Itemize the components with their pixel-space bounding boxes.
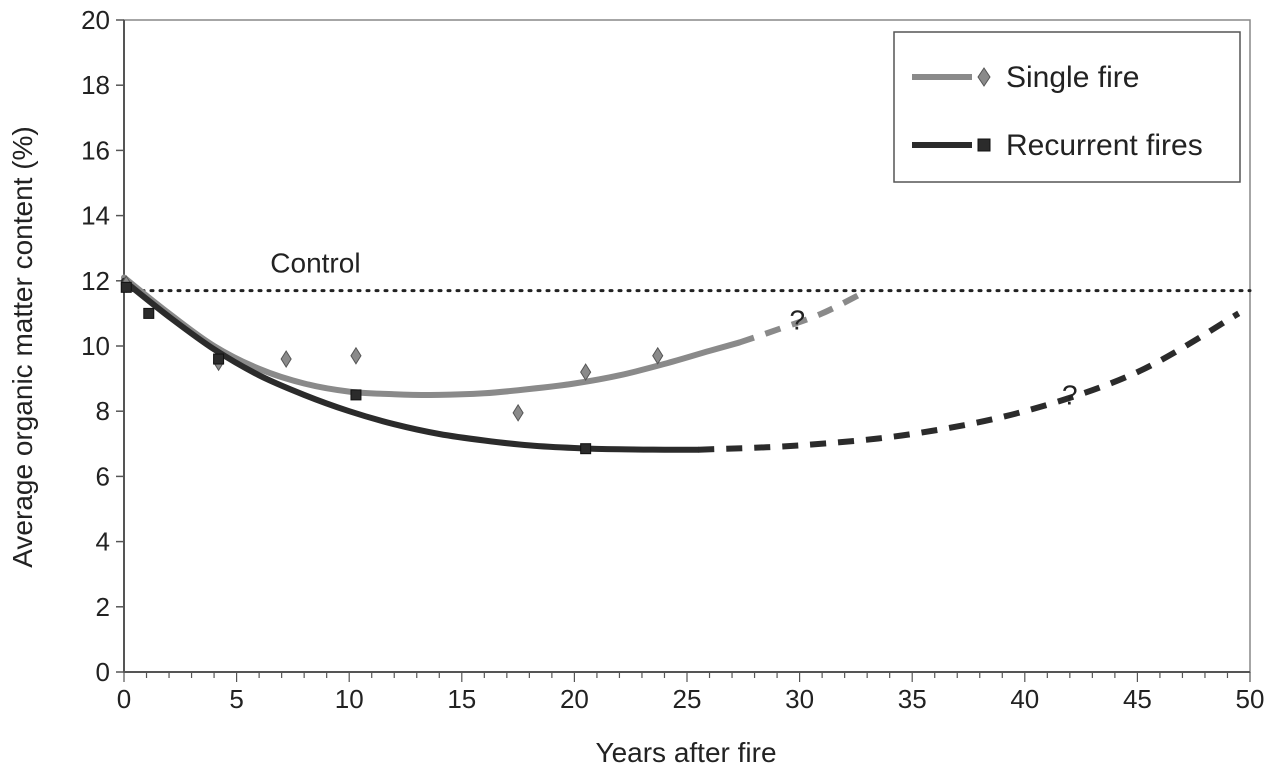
y-tick-label: 18 xyxy=(81,70,110,100)
single-fire-point xyxy=(280,350,292,368)
y-tick-label: 8 xyxy=(96,396,110,426)
legend-single-fire-marker xyxy=(977,67,991,87)
single-fire-extrapolation-line xyxy=(737,287,869,346)
recurrent-fires-point xyxy=(580,443,592,455)
x-tick-label: 0 xyxy=(117,684,131,714)
x-tick-label: 20 xyxy=(560,684,589,714)
legend-recurrent-fires-label: Recurrent fires xyxy=(1006,129,1203,162)
y-tick-label: 16 xyxy=(81,135,110,165)
single-fire-fit-line xyxy=(121,274,742,398)
x-tick-label: 35 xyxy=(898,684,927,714)
single-fire-point xyxy=(652,346,664,365)
x-tick-label: 45 xyxy=(1123,684,1152,714)
recurrent-fires-point xyxy=(213,353,225,365)
control-label: Control xyxy=(270,248,360,279)
y-tick-label: 2 xyxy=(96,592,110,622)
y-tick-label: 0 xyxy=(96,657,110,687)
single-fire-point xyxy=(512,403,524,422)
x-tick-label: 10 xyxy=(335,684,364,714)
single-fire-point xyxy=(350,346,362,365)
legend-single-fire-label: Single fire xyxy=(1006,61,1139,94)
recurrent-fires-fit-line xyxy=(121,277,702,453)
recurrent-fires-point xyxy=(120,281,132,293)
single-fire-uncertainty-label: ? xyxy=(790,305,806,336)
recurrent-fires-extrapolation-line xyxy=(698,310,1241,453)
x-tick-label: 15 xyxy=(447,684,476,714)
legend-box xyxy=(893,31,1241,183)
x-tick-label: 50 xyxy=(1236,684,1265,714)
recurrent-fires-point xyxy=(143,307,155,319)
y-tick-label: 10 xyxy=(81,331,110,361)
y-tick-label: 6 xyxy=(96,461,110,491)
legend-recurrent-fires-marker xyxy=(977,138,991,152)
x-tick-label: 5 xyxy=(229,684,243,714)
x-tick-label: 40 xyxy=(1010,684,1039,714)
y-tick-label: 20 xyxy=(81,5,110,35)
recurrent-fires-uncertainty-label: ? xyxy=(1062,380,1078,411)
y-tick-label: 4 xyxy=(96,527,110,557)
recurrent-fires-point xyxy=(350,389,362,401)
y-tick-label: 14 xyxy=(81,201,110,231)
single-fire-point xyxy=(580,363,592,382)
y-axis-title: Average organic matter content (%) xyxy=(7,126,38,567)
x-tick-label: 25 xyxy=(673,684,702,714)
x-axis-title: Years after fire xyxy=(595,737,776,768)
x-tick-label: 30 xyxy=(785,684,814,714)
y-tick-label: 12 xyxy=(81,266,110,296)
